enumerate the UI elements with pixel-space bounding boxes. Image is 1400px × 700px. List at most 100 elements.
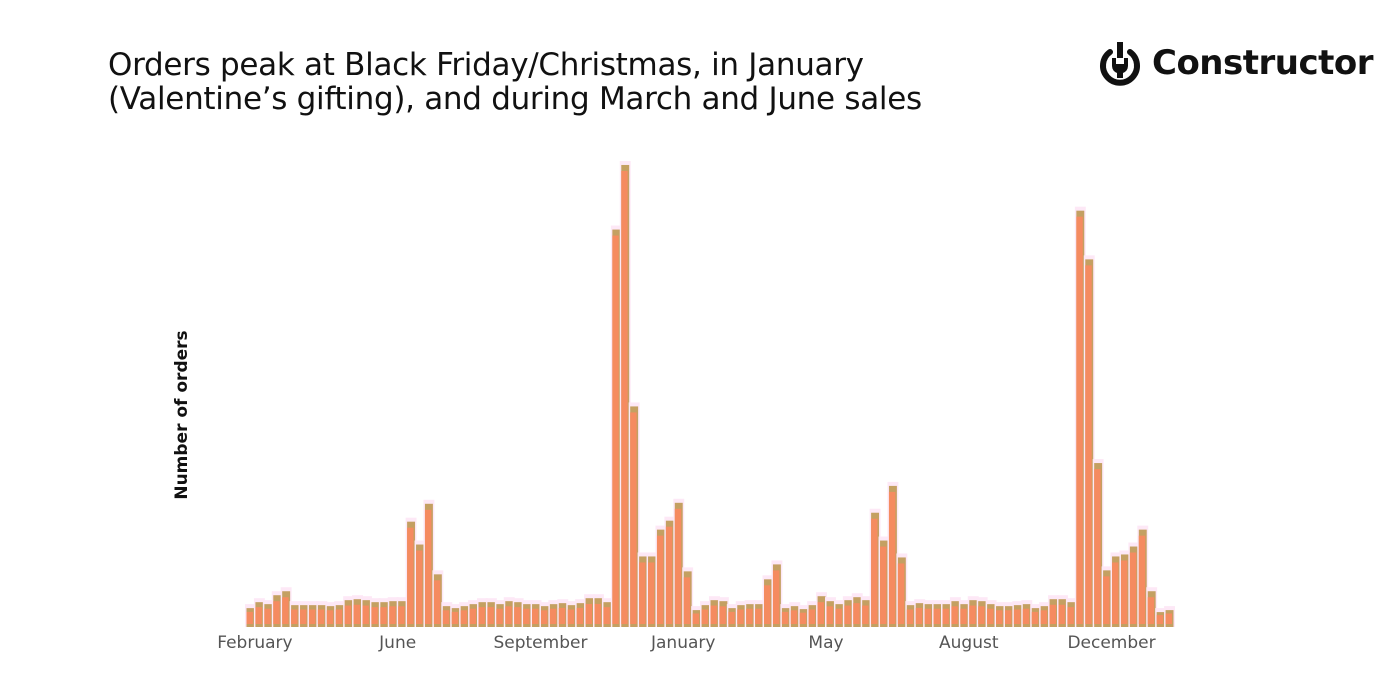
bar-fill xyxy=(1040,610,1048,624)
bar-fill xyxy=(1013,609,1021,624)
bar xyxy=(1137,525,1149,627)
bar-fill xyxy=(487,607,494,624)
bar xyxy=(539,602,551,627)
bar xyxy=(307,601,319,627)
bar xyxy=(450,604,462,627)
bar xyxy=(682,567,694,627)
bar xyxy=(548,600,560,627)
bar xyxy=(1110,552,1122,627)
bar xyxy=(566,601,578,627)
bar xyxy=(985,600,997,627)
bar-fill xyxy=(594,603,601,624)
bar xyxy=(869,508,881,627)
bar xyxy=(262,600,274,627)
bar xyxy=(289,601,301,627)
bar xyxy=(1012,601,1024,627)
bar xyxy=(914,599,926,627)
bar-fill xyxy=(460,610,468,624)
bar xyxy=(860,596,872,627)
bar-fill xyxy=(353,604,360,624)
bar-fill xyxy=(1138,535,1146,624)
bar xyxy=(494,600,506,627)
bar-fill xyxy=(1085,265,1092,624)
bar-fill xyxy=(639,562,646,624)
bar xyxy=(789,602,801,627)
bar xyxy=(298,601,310,627)
bar-fill xyxy=(897,563,905,624)
bar xyxy=(485,598,497,627)
bar xyxy=(521,600,533,627)
bar xyxy=(325,602,337,627)
bar xyxy=(1164,606,1175,627)
bar xyxy=(717,597,729,627)
x-tick-label: December xyxy=(1067,633,1155,653)
bar-fill xyxy=(862,605,869,624)
bar xyxy=(477,598,488,627)
bar-fill xyxy=(424,509,432,624)
bar xyxy=(584,594,595,627)
bar xyxy=(468,600,479,627)
bar xyxy=(432,570,444,627)
x-tick-label: January xyxy=(650,633,715,653)
bar-fill xyxy=(951,606,958,624)
bar-fill xyxy=(719,606,726,624)
bar xyxy=(1146,587,1158,627)
bar xyxy=(1101,566,1113,627)
bar xyxy=(878,536,890,627)
bar-fill xyxy=(246,611,253,624)
bar-fill xyxy=(1103,576,1110,624)
bar-fill xyxy=(1112,562,1119,624)
bar-fill xyxy=(523,608,530,624)
bar xyxy=(1021,600,1033,627)
bar-fill xyxy=(362,605,369,624)
bar-fill xyxy=(915,607,923,624)
bar-fill xyxy=(612,235,619,624)
bar-fill xyxy=(701,609,708,624)
bar-fill xyxy=(978,606,985,624)
bar xyxy=(735,601,747,627)
bar xyxy=(1155,608,1167,627)
bar-fill xyxy=(496,608,503,624)
bar-fill xyxy=(1094,469,1101,624)
bar xyxy=(842,596,854,627)
bar xyxy=(1074,206,1086,627)
bar xyxy=(887,481,899,627)
bar xyxy=(753,600,765,627)
x-tick-label: February xyxy=(217,633,292,653)
bar xyxy=(762,575,774,627)
bar-fill xyxy=(674,508,682,624)
bar xyxy=(628,402,640,627)
bar-fill xyxy=(540,610,548,624)
bar xyxy=(646,552,658,627)
bar xyxy=(941,600,952,627)
bar-fill xyxy=(317,609,325,624)
bar xyxy=(655,525,667,627)
bar-fill xyxy=(326,610,334,624)
bar-fill xyxy=(282,597,289,624)
bar xyxy=(378,598,390,627)
bar-fill xyxy=(781,611,789,624)
bar xyxy=(601,598,613,627)
bar-fill xyxy=(924,608,932,624)
logo-text: Constructor xyxy=(1152,43,1374,83)
bar xyxy=(673,498,685,627)
bar-fill xyxy=(764,585,771,624)
bar-fill xyxy=(478,607,485,624)
bar xyxy=(932,600,943,627)
x-tick-label: May xyxy=(808,633,843,653)
bar-fill xyxy=(1004,610,1012,624)
bar-fill xyxy=(630,412,637,624)
bar xyxy=(610,225,622,627)
bar xyxy=(780,604,792,627)
bar-fill xyxy=(853,603,860,624)
bar xyxy=(1057,595,1068,627)
bar-fill xyxy=(1058,604,1065,624)
bar xyxy=(414,540,426,627)
bar-fill xyxy=(987,608,994,624)
bar xyxy=(923,600,935,627)
bar xyxy=(1030,604,1042,627)
bar-fill xyxy=(433,580,441,624)
constructor-logo: Constructor xyxy=(1098,40,1374,86)
bar xyxy=(619,160,631,627)
